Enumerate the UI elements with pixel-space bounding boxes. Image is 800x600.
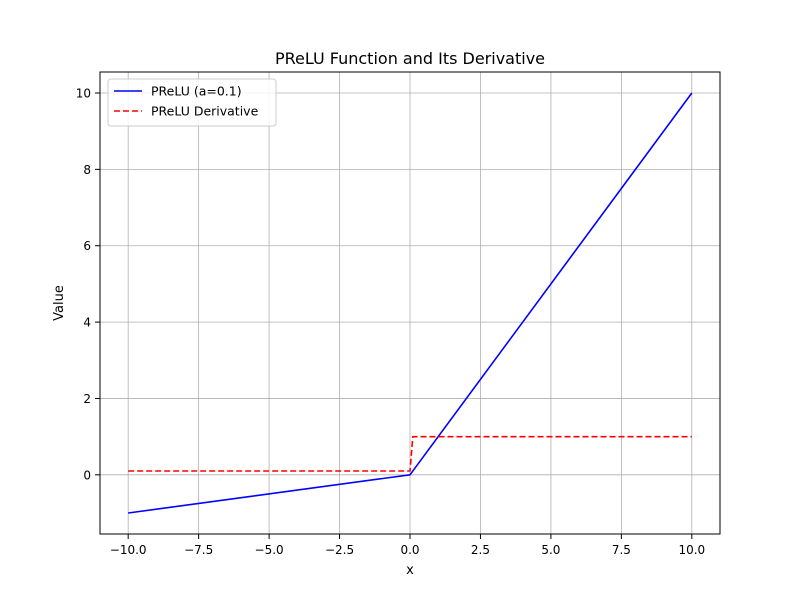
x-tick-label: 0.0: [400, 543, 419, 557]
y-tick-label: 6: [83, 239, 91, 253]
x-tick-label: −2.5: [325, 543, 354, 557]
y-tick-label: 2: [83, 392, 91, 406]
y-tick-label: 4: [83, 316, 91, 330]
plot-series: [128, 92, 693, 514]
legend-label-2: PReLU Derivative: [151, 104, 259, 119]
y-tick-label: 0: [83, 468, 91, 482]
x-tick-label: 10.0: [678, 543, 705, 557]
legend-box: [107, 78, 277, 127]
y-tick-label: 8: [83, 163, 91, 177]
series-line-1: [128, 92, 693, 514]
y-tick-label: 10: [76, 87, 91, 101]
x-tick-label: −7.5: [184, 543, 213, 557]
x-tick-label: −10.0: [110, 543, 147, 557]
x-tick-label: 5.0: [541, 543, 560, 557]
legend-label-1: PReLU (a=0.1): [151, 84, 242, 99]
y-axis-label: Value: [52, 285, 67, 321]
axis-ticks: −10.0 −7.5 −5.0 −2.5 0.0 2.5 5.0 7.5 10.0 0 2 4 6 8 10: [76, 87, 705, 558]
x-tick-label: 2.5: [471, 543, 490, 557]
x-axis-label: x: [406, 563, 414, 578]
legend: PReLU (a=0.1) PReLU Derivative: [107, 78, 277, 127]
series-line-2: [128, 435, 692, 472]
x-tick-label: 7.5: [612, 543, 631, 557]
chart-title: PReLU Function and Its Derivative: [275, 49, 545, 68]
x-tick-label: −5.0: [255, 543, 284, 557]
